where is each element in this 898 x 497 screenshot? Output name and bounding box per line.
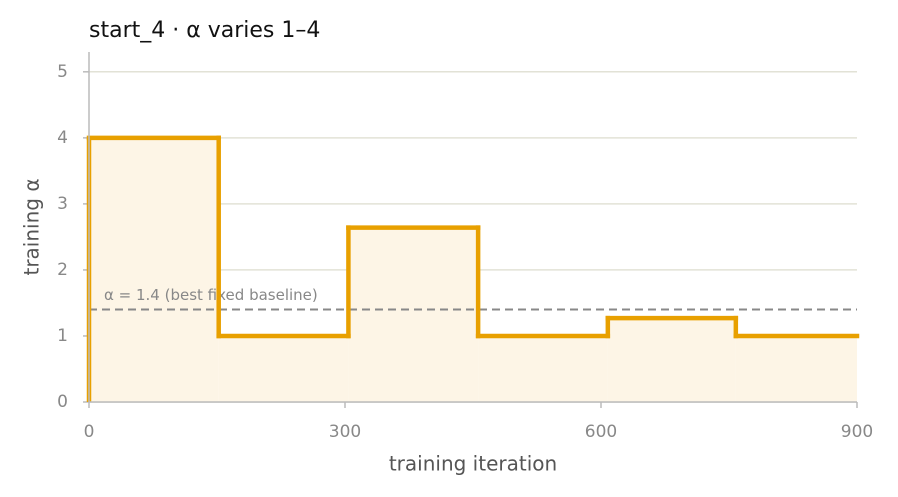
step-area	[735, 335, 857, 402]
reference-label: α = 1.4 (best fixed baseline)	[104, 286, 318, 304]
chart-title: start_4 · α varies 1–4	[89, 18, 320, 43]
step-area	[478, 335, 608, 402]
x-tick-label: 900	[841, 422, 873, 442]
y-tick-label: 0	[57, 392, 68, 412]
x-tick-label: 0	[84, 422, 95, 442]
y-tick-label: 5	[57, 62, 68, 82]
y-tick-label: 3	[57, 194, 68, 214]
y-tick-label: 4	[57, 128, 68, 148]
y-axis-label: training α	[20, 178, 44, 275]
y-tick-label: 1	[57, 326, 68, 346]
x-tick-label: 600	[585, 422, 617, 442]
step-area	[218, 335, 349, 402]
x-tick-label: 300	[329, 422, 361, 442]
step-area	[89, 137, 219, 402]
step-area	[348, 227, 479, 402]
y-tick-label: 2	[57, 260, 68, 280]
step-area	[607, 318, 736, 402]
x-axis-label: training iteration	[389, 452, 557, 476]
